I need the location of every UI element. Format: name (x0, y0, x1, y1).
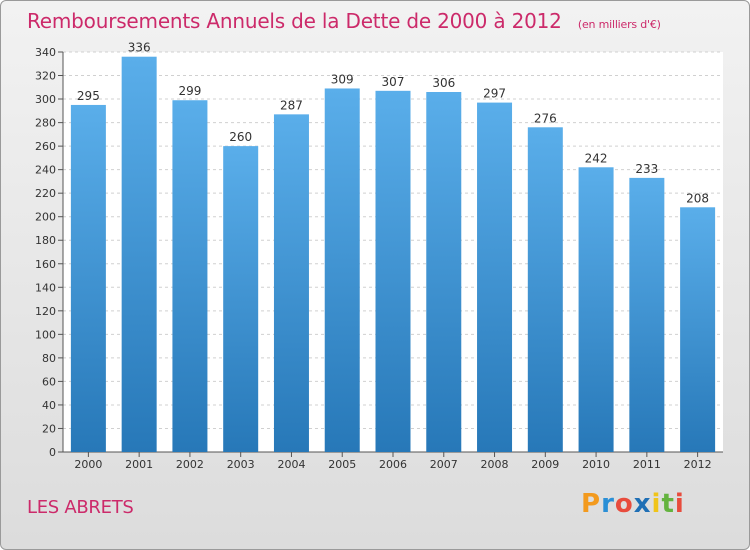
bar-layer (70, 56, 716, 453)
x-tick-label: 2012 (684, 458, 712, 471)
chart-subtitle: (en milliers d'€) (577, 18, 661, 31)
y-tick-label: 120 (35, 305, 56, 318)
y-tick-label: 320 (35, 70, 56, 83)
y-tick-label: 20 (42, 422, 56, 435)
bar-value-label: 309 (331, 72, 354, 86)
bar (578, 167, 614, 452)
label-layer: 295 336 299 260 287 309 307 306 297 276 242 233 208 (77, 41, 709, 206)
x-tick-label: 2002 (176, 458, 204, 471)
x-tick-label: 2000 (74, 458, 102, 471)
y-tick-label: 240 (35, 164, 56, 177)
bar-value-label: 336 (128, 41, 151, 55)
bar-value-label: 306 (432, 76, 455, 90)
bar-value-label: 295 (77, 89, 100, 103)
chart-title-text: Remboursements Annuels de la Dette de 20… (27, 9, 562, 33)
x-tick-label: 2011 (633, 458, 661, 471)
bar (223, 146, 259, 452)
y-tick-label: 180 (35, 234, 56, 247)
bar (121, 56, 157, 453)
x-tick-label: 2005 (328, 458, 356, 471)
y-tick-label: 300 (35, 93, 56, 106)
bar (273, 114, 309, 453)
logo-letter: r (601, 489, 615, 519)
x-tick-label: 2010 (582, 458, 610, 471)
bar-value-label: 276 (534, 111, 557, 125)
x-tick-label: 2004 (277, 458, 305, 471)
y-tick-label: 340 (35, 46, 56, 59)
y-tick-label: 100 (35, 328, 56, 341)
bar-value-label: 297 (483, 87, 506, 101)
bar (70, 104, 106, 453)
bar (477, 102, 513, 453)
bar-value-label: 260 (229, 130, 252, 144)
bar (375, 90, 411, 452)
bar (324, 88, 360, 453)
bar (629, 177, 665, 452)
x-tick-label: 2006 (379, 458, 407, 471)
y-tick-label: 200 (35, 211, 56, 224)
x-tick-label: 2007 (430, 458, 458, 471)
bar (680, 207, 716, 452)
x-tick-label: 2008 (481, 458, 509, 471)
y-tick-label: 220 (35, 187, 56, 200)
bar-value-label: 233 (635, 162, 658, 176)
bar-value-label: 299 (178, 84, 201, 98)
proxiti-logo: Proxiti (581, 489, 685, 519)
bar-value-label: 307 (382, 75, 405, 89)
location-label: LES ABRETS (27, 497, 134, 518)
y-tick-label: 280 (35, 117, 56, 130)
logo-letter: P (581, 489, 602, 519)
y-tick-label: 40 (42, 399, 56, 412)
logo-letter: t (661, 489, 675, 519)
bar (426, 92, 462, 452)
x-tick-label: 2001 (125, 458, 153, 471)
x-tick-label: 2009 (531, 458, 559, 471)
y-tick-label: 0 (49, 446, 56, 459)
x-tick-label: 2003 (227, 458, 255, 471)
y-tick-label: 80 (42, 352, 56, 365)
bar-value-label: 287 (280, 98, 303, 112)
y-tick-label: 140 (35, 281, 56, 294)
logo-letter: x (633, 489, 652, 519)
chart-title: Remboursements Annuels de la Dette de 20… (27, 9, 661, 33)
bar (527, 127, 563, 452)
bar-value-label: 242 (585, 151, 608, 165)
bar-value-label: 208 (686, 191, 709, 205)
bar (172, 100, 208, 452)
logo-letter: i (674, 489, 685, 519)
logo-letter: i (651, 489, 662, 519)
logo-letter: o (614, 489, 634, 519)
y-tick-label: 160 (35, 258, 56, 271)
y-tick-label: 260 (35, 140, 56, 153)
y-tick-label: 60 (42, 375, 56, 388)
